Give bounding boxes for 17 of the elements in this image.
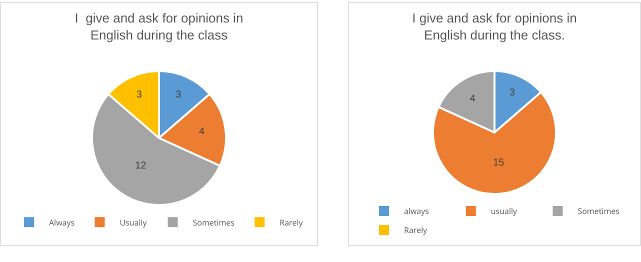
- data-label: 3: [136, 89, 142, 100]
- data-label: 3: [510, 87, 516, 98]
- legend-label: Rarely: [280, 217, 304, 228]
- data-label: 3: [176, 89, 182, 100]
- legend-label: usually: [490, 206, 518, 218]
- chart-title: I give and ask for opinions in English during the class: [74, 10, 244, 42]
- legend-label: always: [404, 206, 430, 218]
- data-label: 12: [135, 160, 147, 172]
- legend-label: Rarely: [404, 225, 428, 236]
- data-label: 15: [493, 157, 505, 168]
- chart-title: I give and ask for opinions in English during the class.: [412, 10, 577, 42]
- legend-label: Always: [49, 217, 75, 228]
- data-label: 4: [199, 126, 206, 138]
- legend-label: Usually: [120, 217, 148, 228]
- legend-label: Sometimes: [578, 206, 620, 218]
- legend-label: Sometimes: [192, 217, 235, 228]
- data-label: 4: [470, 93, 476, 104]
